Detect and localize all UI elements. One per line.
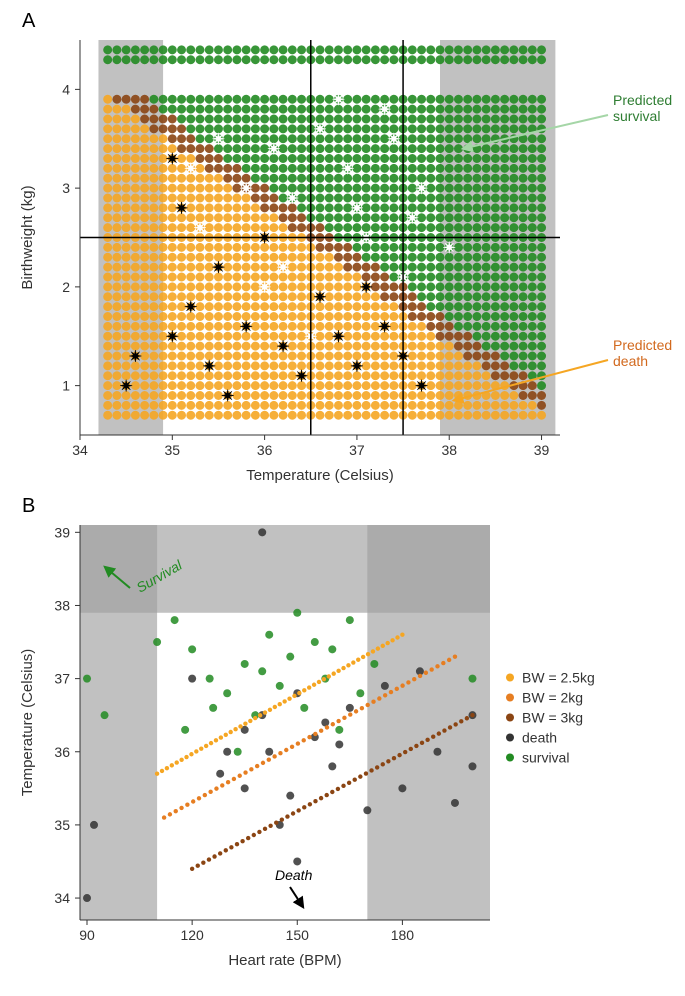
svg-text:BW = 2.5kg: BW = 2.5kg xyxy=(522,670,595,686)
svg-text:BW = 3kg: BW = 3kg xyxy=(522,710,583,726)
panel-a: A 3435363738391234Temperature (Celsius)B… xyxy=(10,10,685,490)
svg-text:survival: survival xyxy=(522,750,569,766)
svg-text:death: death xyxy=(522,730,557,746)
svg-text:1: 1 xyxy=(62,378,70,394)
svg-text:survival: survival xyxy=(613,108,660,124)
svg-text:3: 3 xyxy=(62,180,70,196)
svg-text:38: 38 xyxy=(54,597,70,613)
svg-text:Heart rate (BPM): Heart rate (BPM) xyxy=(228,952,341,969)
panel-a-chart: 3435363738391234Temperature (Celsius)Bir… xyxy=(10,10,675,490)
svg-text:BW = 2kg: BW = 2kg xyxy=(522,690,583,706)
panel-b: B 90 120 150 180 34 35 36 37 38 39 Heart rate (BPM… xyxy=(10,495,685,975)
svg-text:4: 4 xyxy=(62,81,70,97)
svg-text:Death: Death xyxy=(275,867,313,883)
svg-text:39: 39 xyxy=(534,442,550,458)
svg-text:37: 37 xyxy=(54,671,70,687)
svg-text:34: 34 xyxy=(72,442,88,458)
svg-text:35: 35 xyxy=(165,442,181,458)
svg-text:Birthweight (kg): Birthweight (kg) xyxy=(19,185,36,289)
panel-b-chart: 90 120 150 180 34 35 36 37 38 39 Heart rate (BPM) T… xyxy=(10,495,675,975)
svg-text:Predicted: Predicted xyxy=(613,92,672,108)
svg-text:35: 35 xyxy=(54,817,70,833)
svg-text:36: 36 xyxy=(54,744,70,760)
panel-a-label: A xyxy=(22,10,35,33)
svg-text:Temperature (Celsius): Temperature (Celsius) xyxy=(246,467,394,484)
svg-text:90: 90 xyxy=(79,927,95,943)
svg-text:150: 150 xyxy=(286,927,310,943)
svg-text:37: 37 xyxy=(349,442,365,458)
svg-text:death: death xyxy=(613,353,648,369)
svg-text:120: 120 xyxy=(180,927,204,943)
panel-b-label: B xyxy=(22,495,35,518)
svg-text:180: 180 xyxy=(391,927,415,943)
svg-text:Temperature (Celsius): Temperature (Celsius) xyxy=(19,649,36,797)
svg-text:34: 34 xyxy=(54,890,70,906)
svg-text:36: 36 xyxy=(257,442,273,458)
svg-text:Predicted: Predicted xyxy=(613,337,672,353)
svg-text:38: 38 xyxy=(441,442,457,458)
svg-text:39: 39 xyxy=(54,524,70,540)
svg-text:2: 2 xyxy=(62,279,70,295)
